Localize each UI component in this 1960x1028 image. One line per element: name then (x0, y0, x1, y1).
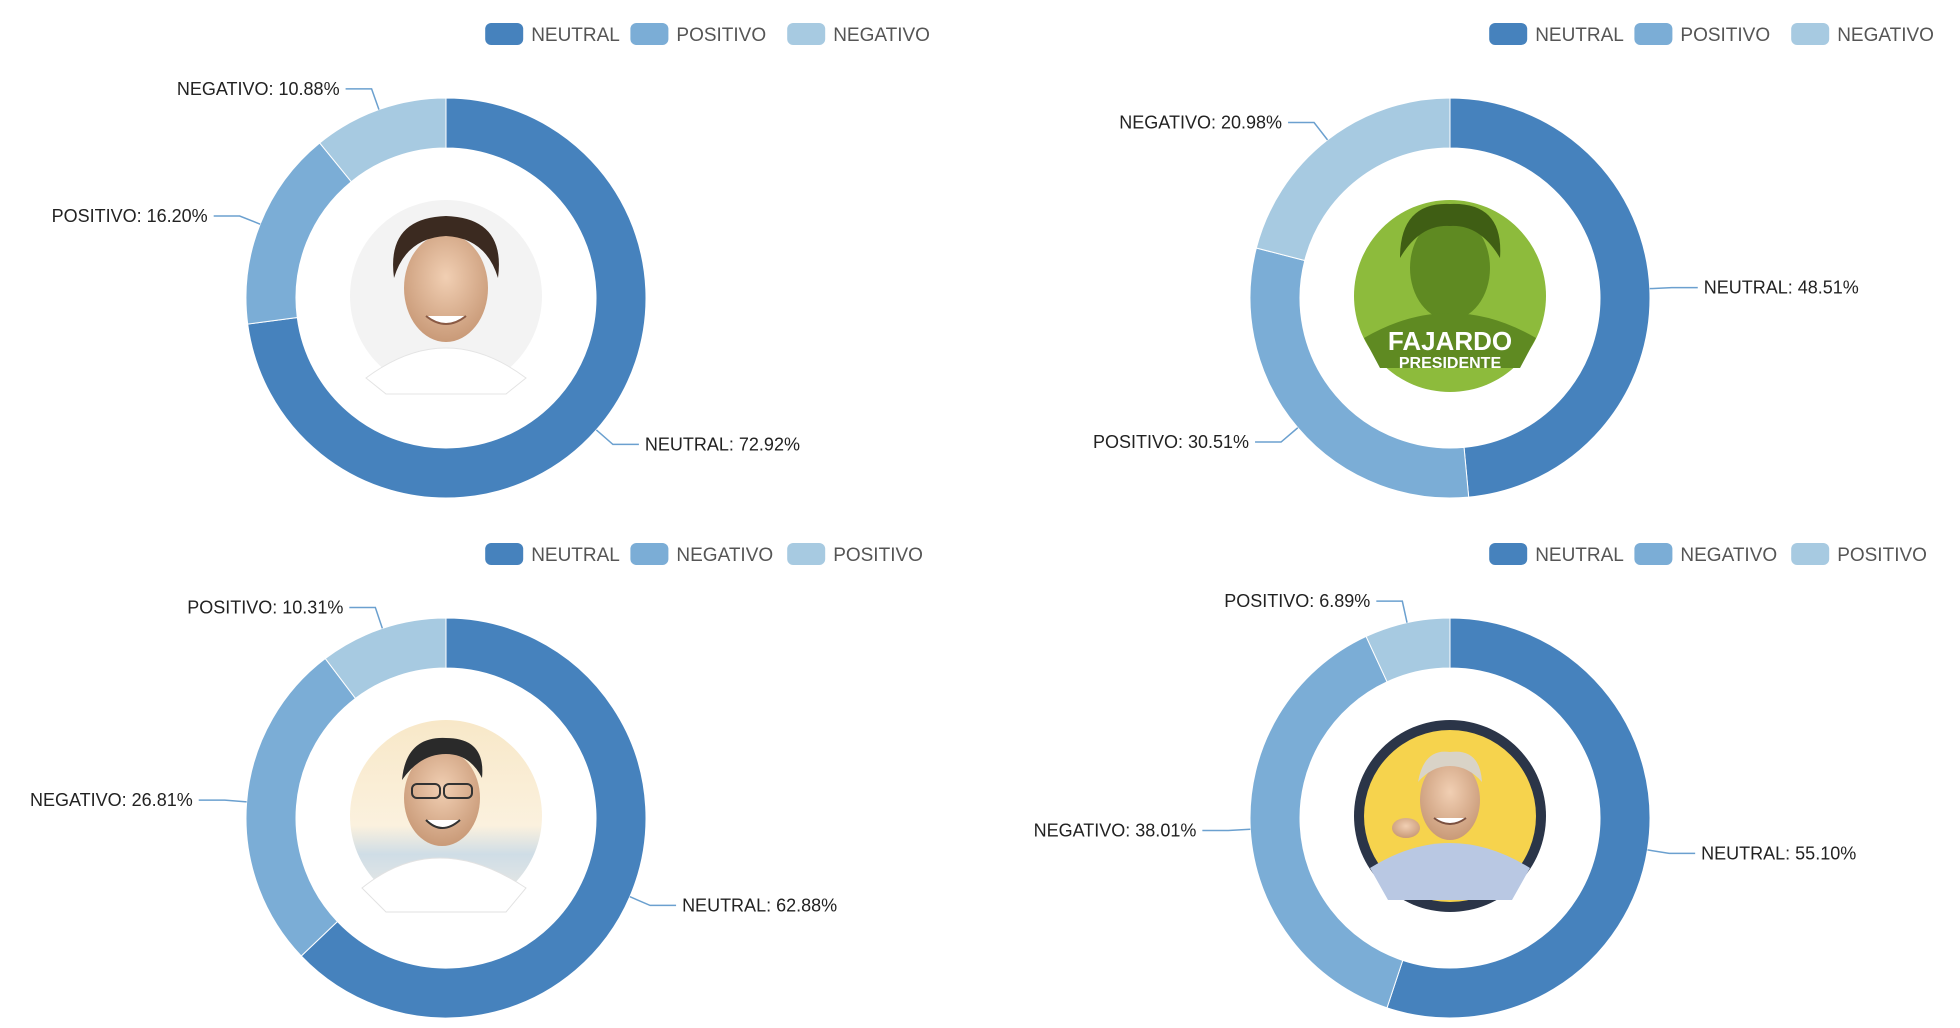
donut-chart: NEUTRAL NEGATIVO POSITIVO NEUTRAL: 62.88% NE… (30, 543, 923, 1019)
slice-label: NEGATIVO: 10.88% (177, 79, 340, 99)
legend-label: POSITIVO (676, 25, 766, 46)
legend-label: NEUTRAL (1535, 545, 1624, 566)
donut-chart: NEUTRAL POSITIVO NEGATIVO NEUTRAL: 48.51% PO… (1093, 23, 1934, 499)
slice-negativo[interactable] (1249, 635, 1404, 1009)
slice-label: NEUTRAL: 55.10% (1701, 843, 1856, 863)
candidate-photo-beach-icon (350, 720, 542, 913)
legend-item-negativo[interactable]: NEGATIVO (787, 23, 930, 46)
slice-leader-line (1647, 849, 1696, 855)
legend-item-negativo[interactable]: NEGATIVO (1791, 23, 1934, 46)
slice-neutral[interactable] (1386, 617, 1651, 1019)
slice-leader-line (629, 896, 677, 907)
legend-label: POSITIVO (833, 545, 923, 566)
slice-leader-line (349, 606, 384, 629)
legend-item-neutral[interactable]: NEUTRAL (1489, 543, 1624, 566)
slice-leader-line (1376, 600, 1408, 623)
slice-label: POSITIVO: 30.51% (1093, 432, 1249, 452)
slice-negativo[interactable] (245, 657, 357, 957)
legend-item-neutral[interactable]: NEUTRAL (1489, 23, 1624, 46)
legend-item-positivo[interactable]: POSITIVO (1791, 543, 1927, 566)
legend-label: POSITIVO (1680, 25, 1770, 46)
legend-label: NEGATIVO (833, 25, 930, 46)
slice-label: NEUTRAL: 72.92% (645, 434, 800, 454)
legend-label: NEUTRAL (1535, 25, 1624, 46)
legend-item-neutral[interactable]: NEUTRAL (485, 23, 620, 46)
slice-leader-line (1255, 427, 1299, 443)
legend-label: NEGATIVO (676, 545, 773, 566)
legend-item-positivo[interactable]: POSITIVO (1634, 23, 1770, 46)
legend-swatch (485, 543, 524, 565)
slice-negativo[interactable] (1255, 97, 1451, 262)
slice-label: POSITIVO: 6.89% (1224, 591, 1370, 611)
slice-label: NEGATIVO: 26.81% (30, 790, 193, 810)
legend-swatch (485, 23, 524, 45)
legend-item-positivo[interactable]: POSITIVO (787, 543, 923, 566)
legend-swatch (1489, 23, 1528, 45)
poster-subtitle: PRESIDENTE (1399, 355, 1502, 372)
chart-legend[interactable]: NEUTRAL POSITIVO NEGATIVO (1489, 23, 1934, 46)
slice-positivo[interactable] (1365, 617, 1451, 683)
legend-label: NEUTRAL (531, 545, 620, 566)
slice-leader-line (198, 799, 247, 803)
slice-negativo[interactable] (318, 97, 447, 183)
slice-leader-line (1649, 286, 1698, 290)
legend-swatch (1634, 23, 1673, 45)
candidate-photo-yellow-pointing-icon (1354, 720, 1546, 912)
legend-item-neutral[interactable]: NEUTRAL (485, 543, 620, 566)
legend-swatch (1791, 543, 1830, 565)
legend-label: NEGATIVO (1680, 545, 1777, 566)
slice-leader-line (1288, 121, 1329, 141)
chart-legend[interactable]: NEUTRAL POSITIVO NEGATIVO (485, 23, 930, 46)
legend-label: POSITIVO (1837, 545, 1927, 566)
slice-label: POSITIVO: 10.31% (187, 598, 343, 618)
legend-swatch (1634, 543, 1673, 565)
legend-item-negativo[interactable]: NEGATIVO (1634, 543, 1777, 566)
slice-leader-line (345, 88, 380, 110)
legend-item-negativo[interactable]: NEGATIVO (630, 543, 773, 566)
slice-neutral[interactable] (1449, 97, 1651, 498)
candidate-photo-portrait-icon (350, 200, 542, 395)
legend-swatch (630, 543, 669, 565)
slice-positivo[interactable] (245, 142, 352, 325)
slice-label: NEGATIVO: 38.01% (1034, 820, 1197, 840)
slice-label: NEGATIVO: 20.98% (1119, 113, 1282, 133)
legend-swatch (787, 543, 826, 565)
legend-label: NEGATIVO (1837, 25, 1934, 46)
slice-leader-line (1202, 828, 1251, 832)
legend-swatch (630, 23, 669, 45)
chart-legend[interactable]: NEUTRAL NEGATIVO POSITIVO (1489, 543, 1927, 566)
slice-positivo[interactable] (324, 617, 447, 700)
donut-chart: NEUTRAL POSITIVO NEGATIVO NEUTRAL: 72.92% PO… (52, 23, 930, 499)
donut-chart: NEUTRAL NEGATIVO POSITIVO NEUTRAL: 55.10% NE… (1034, 543, 1927, 1019)
legend-swatch (1489, 543, 1528, 565)
slice-label: NEUTRAL: 48.51% (1704, 278, 1859, 298)
slice-leader-line (213, 215, 261, 225)
legend-item-positivo[interactable]: POSITIVO (630, 23, 766, 46)
slice-label: NEUTRAL: 62.88% (682, 895, 837, 915)
slice-label: POSITIVO: 16.20% (52, 206, 208, 226)
legend-swatch (787, 23, 826, 45)
legend-label: NEUTRAL (531, 25, 620, 46)
slice-neutral[interactable] (247, 97, 647, 499)
slice-leader-line (595, 429, 639, 446)
slice-neutral[interactable] (300, 617, 647, 1019)
poster-title: FAJARDO (1388, 326, 1512, 356)
chart-legend[interactable]: NEUTRAL NEGATIVO POSITIVO (485, 543, 923, 566)
legend-swatch (1791, 23, 1830, 45)
